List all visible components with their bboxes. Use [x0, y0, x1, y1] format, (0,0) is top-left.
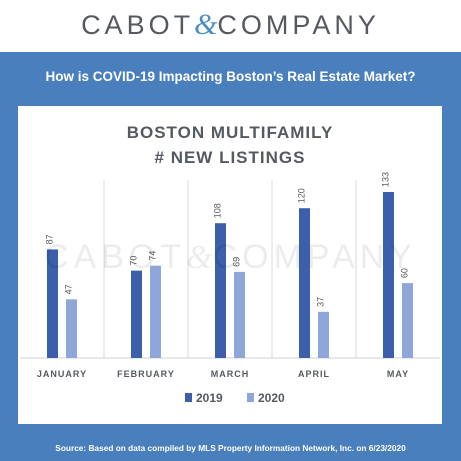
bar-2019-january — [47, 249, 58, 358]
bar-2020-february — [150, 265, 161, 358]
data-label-2019-april: 120 — [297, 188, 307, 203]
data-label-2019-march: 108 — [213, 203, 223, 218]
data-label-2020-may: 60 — [400, 268, 410, 278]
legend-label-2020: 2020 — [258, 391, 285, 405]
x-tick-label-january: JANUARY — [37, 369, 87, 379]
bar-2019-february — [131, 270, 142, 358]
data-label-2019-february: 70 — [129, 256, 139, 266]
data-label-2020-april: 37 — [316, 297, 326, 307]
data-label-2019-may: 133 — [381, 172, 391, 187]
x-tick-label-march: MARCH — [211, 369, 250, 379]
bar-2019-may — [383, 192, 394, 358]
brand-ampersand: & — [194, 8, 218, 41]
brand-name-right: COMPANY — [217, 9, 380, 40]
chart-title-line2: # NEW LISTINGS — [155, 148, 306, 167]
x-tick-label-april: APRIL — [298, 369, 330, 379]
header-title: How is COVID-19 Impacting Boston’s Real … — [45, 68, 416, 84]
bar-2019-march — [215, 223, 226, 358]
bar-2020-march — [234, 271, 245, 358]
chart-title-line1: BOSTON MULTIFAMILY — [127, 123, 334, 142]
footer-source: Source: Based on data compiled by MLS Pr… — [55, 443, 406, 453]
brand-logo: CABOT & COMPANY — [0, 0, 461, 50]
bar-2019-april — [299, 208, 310, 358]
bar-2020-january — [66, 299, 77, 358]
legend-swatch-2019 — [185, 393, 192, 402]
data-label-2019-january: 87 — [45, 234, 55, 244]
bar-2020-april — [318, 311, 329, 358]
chart-panel — [18, 106, 442, 424]
x-tick-label-may: MAY — [387, 369, 409, 379]
bar-2020-may — [402, 283, 413, 358]
brand-name-left: CABOT — [81, 9, 195, 40]
data-label-2020-february: 74 — [148, 251, 158, 261]
x-tick-label-february: FEBRUARY — [117, 369, 175, 379]
data-label-2020-january: 47 — [64, 284, 74, 294]
legend-label-2019: 2019 — [196, 391, 223, 405]
legend-swatch-2020 — [247, 393, 254, 402]
data-label-2020-march: 69 — [232, 257, 242, 267]
